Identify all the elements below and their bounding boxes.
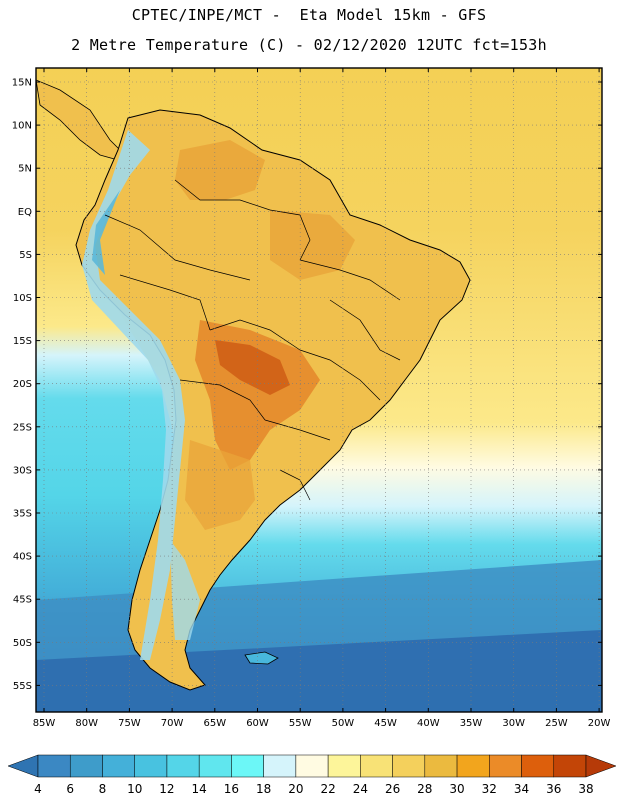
longitude-labels: 85W 80W 75W 70W 65W 60W 55W 50W 45W 40W 35W 30W 25W 2… <box>33 718 611 729</box>
amazon-warm <box>270 210 355 280</box>
colorbar-swatch <box>102 754 135 778</box>
colorbar-tick-label: 24 <box>353 782 368 796</box>
border-line <box>299 349 381 401</box>
lon-label: 40W <box>417 718 440 729</box>
colorbar-swatch <box>134 754 168 778</box>
andes-colder <box>92 190 120 275</box>
lon-label: 80W <box>75 718 98 729</box>
lat-label: 25S <box>13 422 32 433</box>
lat-label: 15N <box>12 78 32 89</box>
colorbar-swatch <box>424 754 458 778</box>
lat-label: 15S <box>13 336 32 347</box>
country-borders <box>104 179 401 501</box>
border-line <box>179 379 266 421</box>
lon-label: 70W <box>161 718 184 729</box>
colorbar-tick-label: 34 <box>514 782 529 796</box>
colorbar-swatch <box>231 754 264 778</box>
border-line <box>104 214 251 281</box>
lon-label: 60W <box>246 718 269 729</box>
colorbar-tick-label: 28 <box>417 782 432 796</box>
lat-label: 30S <box>13 465 32 476</box>
lat-label: 5S <box>19 250 32 261</box>
colorbar-low-arrow <box>7 754 39 778</box>
colorbar-swatch <box>198 754 232 778</box>
graticule <box>36 68 602 712</box>
colorbar-tick-label: 12 <box>159 782 174 796</box>
colorbar-swatch <box>521 754 555 778</box>
border-line <box>299 259 401 301</box>
colorbar-swatch <box>360 754 393 778</box>
patagonia-cold <box>170 540 200 640</box>
colorbar-tick-label: 26 <box>385 782 400 796</box>
colorbar-labels: 4 6 8 10 12 14 16 18 20 22 24 26 28 30 32 34 36 38 <box>34 782 593 796</box>
colorbar-swatch <box>327 754 361 778</box>
border-line <box>119 274 211 331</box>
lon-label: 25W <box>545 718 568 729</box>
colorbar-swatch <box>456 754 490 778</box>
border-line <box>269 209 311 261</box>
lat-label: 10S <box>13 293 32 304</box>
pampas-warm <box>185 440 255 530</box>
lon-label: 50W <box>332 718 355 729</box>
colorbar-tick-label: 14 <box>192 782 207 796</box>
lon-label: 35W <box>460 718 483 729</box>
colorbar-tick-label: 18 <box>256 782 271 796</box>
map-field <box>36 68 602 712</box>
colorbar-swatch <box>166 754 200 778</box>
colorbar-swatch <box>37 754 71 778</box>
lon-label: 55W <box>289 718 312 729</box>
lon-label: 45W <box>374 718 397 729</box>
colorbar-tick-label: 36 <box>546 782 561 796</box>
lon-label: 75W <box>118 718 141 729</box>
colorbar-tick-label: 22 <box>320 782 335 796</box>
colorbar-swatch <box>295 754 329 778</box>
falkland-islands <box>244 651 279 665</box>
lat-label: 20S <box>13 379 32 390</box>
colorbar-tick-label: 32 <box>482 782 497 796</box>
lat-label: 5N <box>18 164 32 175</box>
border-line <box>209 319 301 351</box>
lon-label: 85W <box>33 718 56 729</box>
lat-label: 40S <box>13 552 32 563</box>
colorbar-high-arrow <box>585 754 617 778</box>
latitude-labels: 15N 10N 5N EQ 5S 10S 15S 20S 25S 30S 35S 40S 45S 50S 5… <box>12 78 32 692</box>
tick-marks <box>36 68 602 712</box>
lat-label: EQ <box>18 207 32 218</box>
lat-label: 35S <box>13 509 32 520</box>
colorbar-tick-label: 16 <box>224 782 239 796</box>
border-line <box>264 419 331 441</box>
chaco-hottest <box>215 340 290 395</box>
colorbar-tick-label: 10 <box>127 782 142 796</box>
chart-subtitle: 2 Metre Temperature (C) - 02/12/2020 12U… <box>71 36 547 54</box>
lat-label: 10N <box>12 121 32 132</box>
chart-title: CPTEC/INPE/MCT - Eta Model 15km - GFS <box>131 6 487 24</box>
border-line <box>174 179 271 211</box>
lon-label: 30W <box>502 718 525 729</box>
colorbar-swatch <box>392 754 426 778</box>
colorbar-swatch <box>69 754 103 778</box>
lat-label: 50S <box>13 638 32 649</box>
southern-ocean-deep <box>36 630 602 712</box>
colorbar <box>7 754 617 778</box>
colombia-venezuela-warm <box>175 140 265 200</box>
colorbar-tick-label: 38 <box>578 782 593 796</box>
lon-label: 65W <box>203 718 226 729</box>
lon-label: 20W <box>588 718 611 729</box>
colorbar-tick-label: 8 <box>99 782 107 796</box>
colorbar-swatch <box>263 754 297 778</box>
colorbar-tick-label: 20 <box>288 782 303 796</box>
lat-label: 45S <box>13 595 32 606</box>
colorbar-swatch <box>489 754 522 778</box>
colorbar-tick-label: 30 <box>449 782 464 796</box>
andes-cold <box>82 130 185 660</box>
map-frame <box>35 67 603 713</box>
border-line <box>329 299 401 361</box>
colorbar-swatch <box>553 754 587 778</box>
lat-label: 55S <box>13 681 32 692</box>
colorbar-tick-label: 4 <box>34 782 42 796</box>
colorbar-tick-label: 6 <box>66 782 74 796</box>
